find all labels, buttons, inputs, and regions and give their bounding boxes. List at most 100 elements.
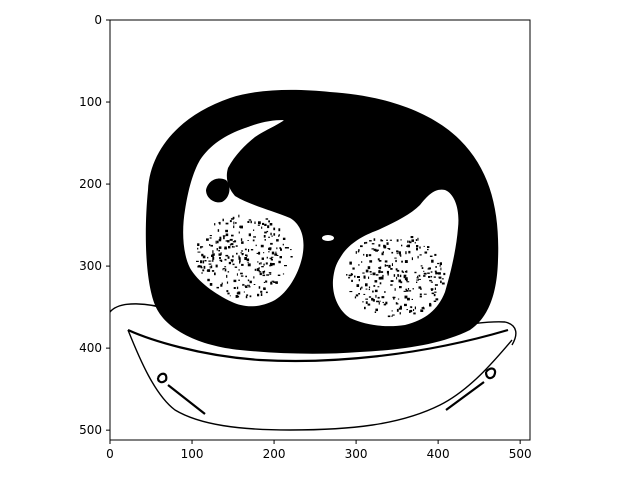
lung-speckle <box>247 262 249 264</box>
lung-speckle <box>265 280 268 283</box>
lung-speckle <box>437 272 440 275</box>
lung-speckle <box>358 249 360 252</box>
lung-speckle <box>433 293 436 297</box>
y-tick-label: 500 <box>79 423 102 437</box>
lung-speckle <box>280 248 282 251</box>
lung-speckle <box>254 221 256 224</box>
lung-speckle <box>380 271 384 273</box>
lung-speckle <box>198 265 201 267</box>
lung-speckle <box>419 295 422 298</box>
lung-speckle <box>401 270 404 273</box>
lung-speckle <box>373 238 376 241</box>
lung-speckle <box>390 268 393 270</box>
lung-speckle <box>382 274 384 277</box>
lung-speckle <box>368 289 370 291</box>
lung-speckle <box>358 264 360 266</box>
lung-speckle <box>392 296 396 299</box>
lung-speckle <box>378 301 380 305</box>
lung-speckle <box>430 275 433 278</box>
lung-speckle <box>244 257 247 260</box>
lung-speckle <box>247 240 249 241</box>
lung-speckle <box>396 308 399 312</box>
lung-speckle <box>204 260 207 262</box>
lung-speckle <box>255 244 257 247</box>
lung-speckle <box>220 284 223 287</box>
lung-speckle <box>429 255 433 257</box>
lung-speckle <box>270 242 273 245</box>
lung-speckle <box>249 280 252 284</box>
lung-speckle <box>404 303 407 307</box>
lung-speckle <box>233 287 236 289</box>
lung-speckle <box>404 295 408 299</box>
lung-speckle <box>236 295 239 298</box>
lung-speckle <box>427 246 430 248</box>
lung-texture <box>196 214 446 318</box>
lung-speckle <box>351 273 353 276</box>
lung-speckle <box>229 220 232 223</box>
lung-speckle <box>427 248 429 251</box>
lung-speckle <box>282 243 284 246</box>
lung-speckle <box>228 261 231 265</box>
scanner-table-right-strut <box>445 367 497 411</box>
lung-speckle <box>263 281 265 283</box>
lung-speckle <box>262 274 266 277</box>
lung-speckle <box>375 274 379 276</box>
lung-speckle <box>207 256 209 259</box>
lung-speckle <box>236 286 239 290</box>
lung-speckle <box>278 228 281 232</box>
lung-speckle <box>416 281 418 283</box>
lung-speckle <box>240 238 243 241</box>
lung-speckle <box>387 315 391 318</box>
lung-speckle <box>208 260 211 262</box>
lung-speckle <box>399 253 401 256</box>
lung-speckle <box>400 254 402 257</box>
lung-speckle <box>405 270 408 273</box>
lung-speckle <box>212 258 214 262</box>
lung-speckle <box>390 284 393 286</box>
lung-speckle <box>253 284 256 285</box>
lung-speckle <box>229 238 233 241</box>
lung-speckle <box>372 299 375 302</box>
lung-speckle <box>261 257 264 260</box>
lung-speckle <box>282 273 285 275</box>
scanner-table-inner <box>127 328 509 363</box>
lung-speckle <box>256 252 260 254</box>
lung-speckle <box>437 262 440 265</box>
lung-speckle <box>364 306 366 310</box>
lung-speckle <box>407 288 410 290</box>
lung-speckle <box>200 246 204 248</box>
lung-speckle <box>238 279 240 281</box>
lung-speckle <box>262 271 265 274</box>
lung-speckle <box>377 296 380 299</box>
lung-speckle <box>256 268 260 272</box>
lung-speckle <box>276 247 278 250</box>
lung-speckle <box>266 274 270 276</box>
lung-speckle <box>226 290 229 293</box>
lung-speckle <box>422 306 424 309</box>
lung-speckle <box>290 249 292 251</box>
lung-speckle <box>378 260 382 262</box>
lung-speckle <box>438 272 441 275</box>
lung-speckle <box>241 263 244 266</box>
lung-speckle <box>393 296 395 300</box>
lung-speckle <box>389 239 392 241</box>
lung-speckle <box>423 275 426 277</box>
lung-speckle <box>260 262 262 265</box>
lung-speckle <box>200 267 203 269</box>
y-tick-label: 200 <box>79 177 102 191</box>
lung-speckle <box>397 274 399 276</box>
lung-speckle <box>369 260 373 263</box>
lung-speckle <box>246 254 248 257</box>
lung-speckle <box>360 245 363 248</box>
lung-speckle <box>361 261 363 263</box>
lung-speckle <box>210 244 213 247</box>
lung-speckle <box>209 237 212 239</box>
lung-speckle <box>240 275 244 277</box>
lung-speckle <box>397 275 399 277</box>
lung-speckle <box>394 288 396 291</box>
lung-speckle <box>367 303 371 306</box>
lung-speckle <box>348 277 351 279</box>
lung-speckle <box>239 259 241 263</box>
lung-speckle <box>356 284 360 287</box>
